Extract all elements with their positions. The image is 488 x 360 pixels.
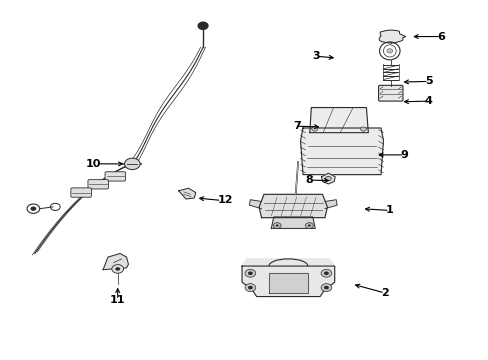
- Circle shape: [198, 22, 207, 30]
- Circle shape: [112, 265, 123, 273]
- Circle shape: [247, 286, 252, 289]
- Polygon shape: [325, 200, 336, 209]
- Polygon shape: [321, 173, 334, 184]
- Circle shape: [244, 284, 255, 292]
- Polygon shape: [249, 200, 261, 209]
- Text: 5: 5: [424, 76, 432, 86]
- Circle shape: [244, 269, 255, 277]
- Text: 10: 10: [85, 159, 101, 169]
- Circle shape: [247, 271, 252, 275]
- Circle shape: [324, 271, 328, 275]
- Text: 4: 4: [424, 96, 432, 106]
- FancyBboxPatch shape: [88, 180, 108, 189]
- Text: 12: 12: [217, 195, 233, 206]
- Polygon shape: [259, 194, 327, 218]
- Polygon shape: [178, 188, 195, 199]
- Circle shape: [325, 176, 330, 181]
- Circle shape: [321, 269, 331, 277]
- Polygon shape: [268, 273, 307, 293]
- Text: 8: 8: [305, 175, 312, 185]
- Polygon shape: [103, 253, 128, 270]
- Circle shape: [386, 49, 392, 53]
- Circle shape: [321, 284, 331, 292]
- Circle shape: [324, 286, 328, 289]
- Circle shape: [30, 207, 36, 211]
- Circle shape: [275, 225, 278, 226]
- Circle shape: [307, 225, 310, 226]
- Circle shape: [115, 267, 120, 271]
- FancyBboxPatch shape: [71, 188, 91, 197]
- Text: 9: 9: [400, 150, 407, 160]
- Text: 3: 3: [312, 51, 320, 61]
- FancyBboxPatch shape: [105, 172, 125, 181]
- Polygon shape: [309, 108, 367, 133]
- Text: 1: 1: [385, 206, 393, 216]
- Polygon shape: [379, 30, 405, 43]
- Text: 11: 11: [110, 295, 125, 305]
- Text: 2: 2: [380, 288, 388, 298]
- Circle shape: [311, 127, 317, 131]
- Polygon shape: [300, 128, 383, 175]
- Polygon shape: [242, 266, 334, 297]
- Circle shape: [305, 223, 313, 228]
- Circle shape: [273, 223, 281, 228]
- Circle shape: [124, 158, 140, 170]
- Polygon shape: [271, 217, 315, 228]
- Text: 7: 7: [292, 121, 300, 131]
- FancyBboxPatch shape: [378, 85, 402, 101]
- Polygon shape: [242, 259, 334, 266]
- Circle shape: [360, 127, 366, 131]
- Text: 6: 6: [436, 32, 444, 41]
